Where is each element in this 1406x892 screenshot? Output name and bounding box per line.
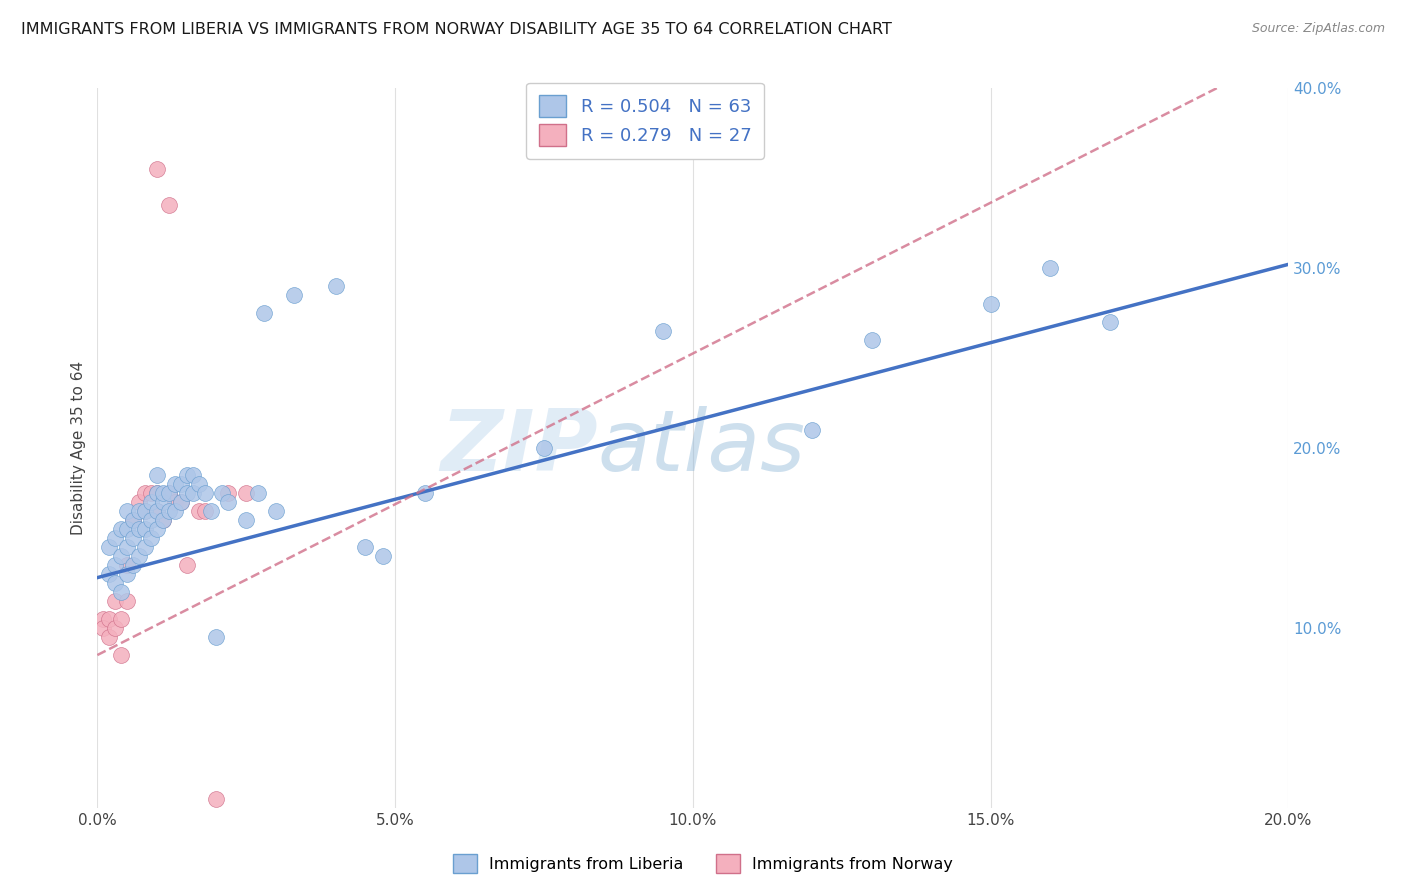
Point: [104, 531, 127, 545]
Point: [115, 558, 138, 572]
Point: [187, 477, 209, 491]
Point: [176, 468, 198, 483]
Point: [110, 612, 132, 626]
Point: [176, 558, 198, 572]
Point: [146, 161, 169, 176]
Point: [146, 468, 169, 483]
Text: Source: ZipAtlas.com: Source: ZipAtlas.com: [1251, 22, 1385, 36]
Point: [134, 522, 156, 536]
Point: [134, 504, 156, 518]
Point: [134, 486, 156, 500]
Point: [146, 486, 169, 500]
Point: [115, 522, 138, 536]
Point: [128, 495, 150, 509]
Point: [128, 522, 150, 536]
Point: [146, 504, 169, 518]
Point: [193, 486, 215, 500]
Point: [264, 504, 287, 518]
Point: [170, 495, 193, 509]
Point: [139, 531, 162, 545]
Point: [98, 612, 121, 626]
Point: [115, 567, 138, 582]
Text: atlas: atlas: [598, 407, 806, 490]
Point: [122, 513, 145, 527]
Point: [152, 495, 174, 509]
Text: IMMIGRANTS FROM LIBERIA VS IMMIGRANTS FROM NORWAY DISABILITY AGE 35 TO 64 CORREL: IMMIGRANTS FROM LIBERIA VS IMMIGRANTS FR…: [21, 22, 891, 37]
Point: [110, 648, 132, 662]
Point: [139, 495, 162, 509]
Point: [187, 504, 209, 518]
Point: [325, 279, 347, 293]
Legend: Immigrants from Liberia, Immigrants from Norway: Immigrants from Liberia, Immigrants from…: [446, 847, 960, 880]
Point: [253, 306, 276, 320]
Point: [91, 621, 114, 635]
Point: [1039, 260, 1062, 275]
Legend: R = 0.504   N = 63, R = 0.279   N = 27: R = 0.504 N = 63, R = 0.279 N = 27: [526, 83, 763, 159]
Point: [176, 486, 198, 500]
Point: [163, 504, 186, 518]
Point: [533, 441, 555, 455]
Point: [181, 468, 204, 483]
Point: [110, 522, 132, 536]
Y-axis label: Disability Age 35 to 64: Disability Age 35 to 64: [72, 361, 86, 535]
Point: [860, 333, 883, 347]
Point: [247, 486, 270, 500]
Point: [91, 612, 114, 626]
Point: [122, 513, 145, 527]
Point: [115, 504, 138, 518]
Point: [205, 792, 228, 806]
Point: [163, 495, 186, 509]
Point: [104, 576, 127, 591]
Point: [980, 297, 1002, 311]
Point: [217, 486, 239, 500]
Point: [115, 594, 138, 608]
Point: [235, 486, 257, 500]
Point: [1098, 315, 1121, 329]
Point: [193, 504, 215, 518]
Point: [170, 477, 193, 491]
Point: [122, 531, 145, 545]
Point: [98, 630, 121, 644]
Point: [152, 486, 174, 500]
Point: [104, 594, 127, 608]
Point: [181, 486, 204, 500]
Point: [200, 504, 222, 518]
Point: [98, 567, 121, 582]
Point: [110, 549, 132, 563]
Point: [115, 540, 138, 554]
Point: [157, 198, 180, 212]
Point: [157, 486, 180, 500]
Point: [134, 540, 156, 554]
Point: [235, 513, 257, 527]
Point: [157, 486, 180, 500]
Point: [152, 513, 174, 527]
Point: [283, 288, 305, 302]
Point: [139, 486, 162, 500]
Point: [104, 621, 127, 635]
Point: [122, 558, 145, 572]
Point: [128, 504, 150, 518]
Point: [217, 495, 239, 509]
Point: [413, 486, 436, 500]
Point: [163, 477, 186, 491]
Point: [146, 504, 169, 518]
Point: [146, 522, 169, 536]
Point: [205, 630, 228, 644]
Point: [801, 423, 824, 437]
Point: [146, 486, 169, 500]
Point: [354, 540, 377, 554]
Point: [128, 549, 150, 563]
Point: [139, 513, 162, 527]
Point: [134, 504, 156, 518]
Point: [157, 504, 180, 518]
Point: [110, 585, 132, 599]
Point: [373, 549, 395, 563]
Point: [152, 513, 174, 527]
Point: [211, 486, 233, 500]
Text: ZIP: ZIP: [440, 407, 598, 490]
Point: [98, 540, 121, 554]
Point: [170, 495, 193, 509]
Point: [104, 558, 127, 572]
Point: [652, 324, 675, 338]
